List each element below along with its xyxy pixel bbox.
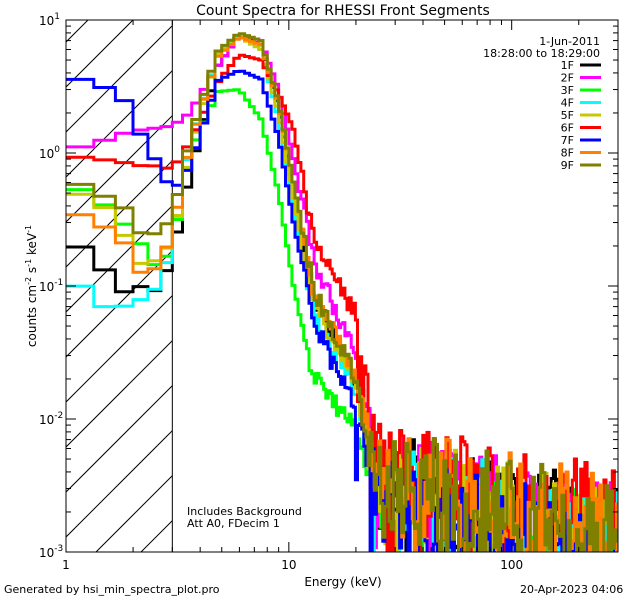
x-axis-label: Energy (keV) [304,575,381,589]
x-tick-label: 10 [281,558,296,572]
y-axis: 10-3 10-2 10-1 100 101 [39,12,618,560]
attenuator-note: Att A0, FDecim 1 [187,517,280,530]
series-layer [66,32,618,552]
legend-label-8f: 8F [561,147,574,160]
legend-label-7f: 7F [561,134,574,147]
legend-label-4f: 4F [561,97,574,110]
legend-label-1f: 1F [561,59,574,72]
legend-label-2f: 2F [561,72,574,85]
legend-label-3f: 3F [561,84,574,97]
y-axis-label: counts cm-2 s-1 keV-1 [24,225,39,347]
series-line-9f [66,32,618,552]
x-tick-label: 100 [500,558,523,572]
y-tick-label: 10-2 [39,411,63,427]
x-tick-label: 1 [62,558,70,572]
x-axis: 1 10 100 [62,20,619,572]
date-annotation: 1-Jun-2011 [539,35,600,48]
generated-by-footer: Generated by hsi_min_spectra_plot.pro [4,583,220,596]
hatch-line [66,20,179,133]
timestamp-footer: 20-Apr-2023 04:06 [520,583,624,596]
chart-title: Count Spectra for RHESSI Front Segments [196,3,490,19]
background-note: Includes Background [187,505,302,518]
legend-label-6f: 6F [561,122,574,135]
legend-label-9f: 9F [561,159,574,172]
y-tick-label: 10-3 [39,544,63,560]
y-tick-label: 100 [39,145,60,161]
legend-label-5f: 5F [561,109,574,122]
y-tick-label: 10-1 [39,278,63,294]
time-range-annotation: 18:28:00 to 18:29:00 [483,47,600,60]
y-tick-label: 101 [39,12,60,28]
